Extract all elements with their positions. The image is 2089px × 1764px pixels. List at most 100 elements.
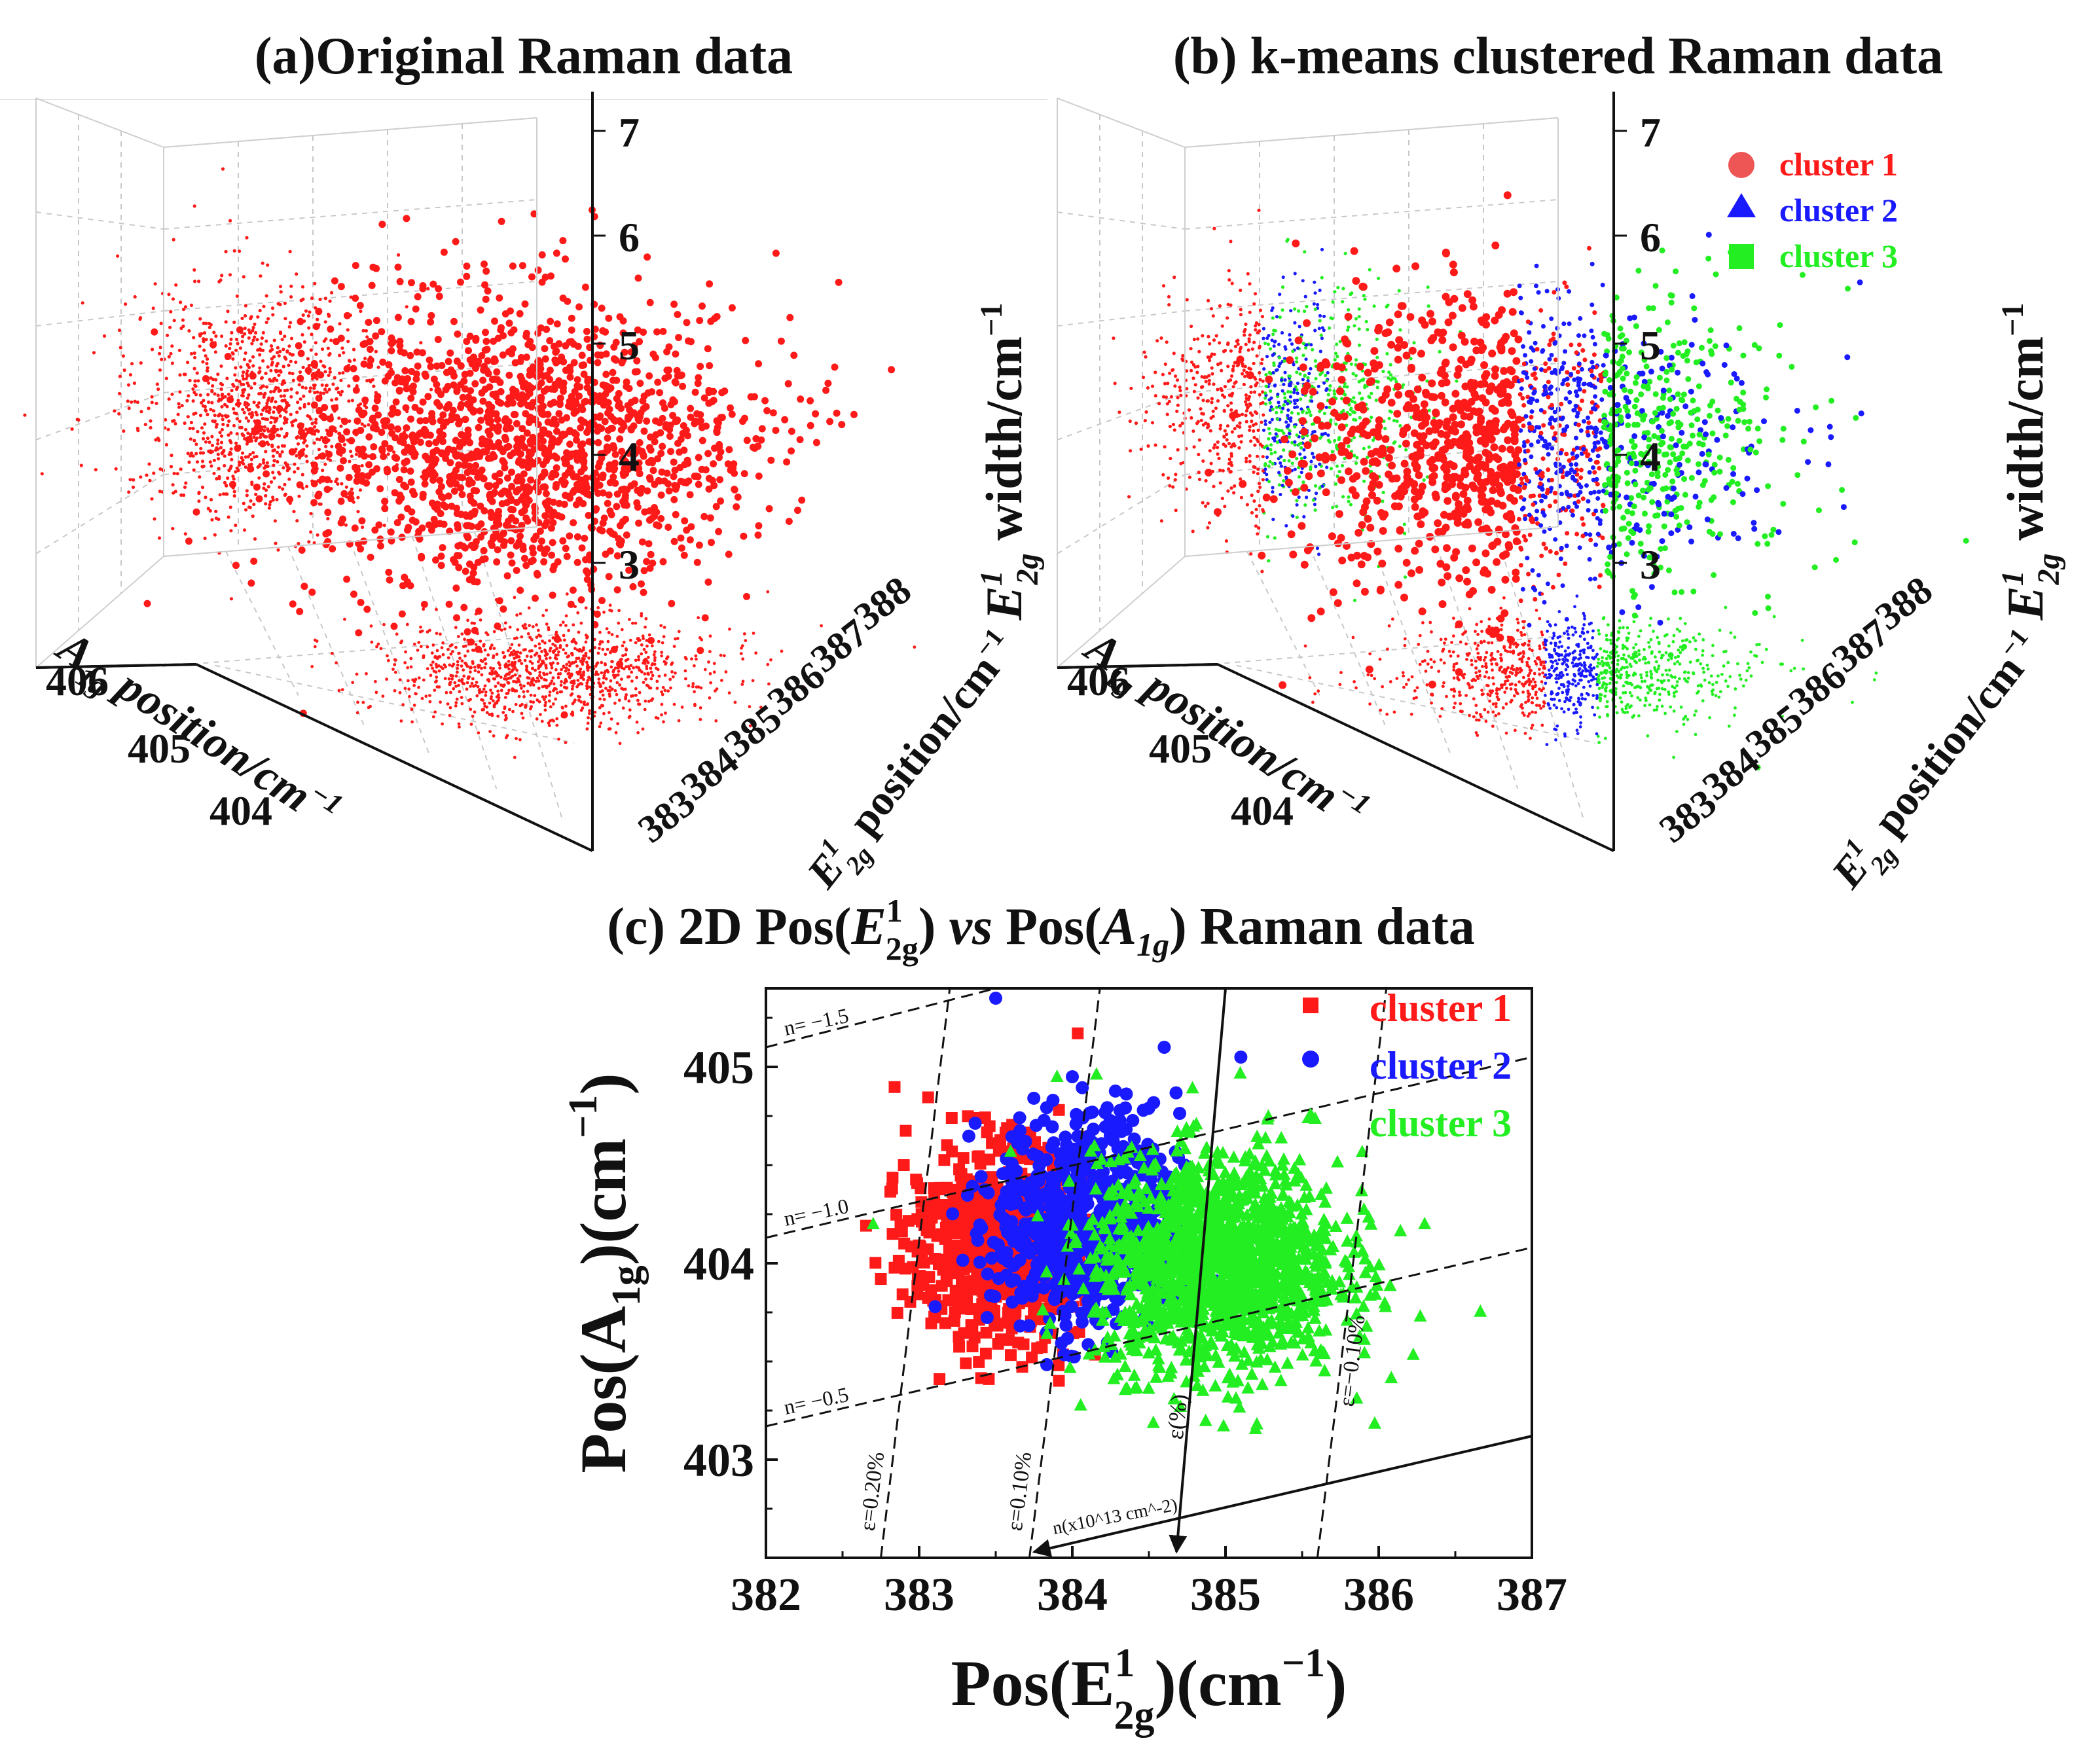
data-point [1233, 427, 1237, 431]
data-point [458, 690, 462, 694]
data-point [670, 537, 678, 545]
data-point [240, 340, 244, 344]
data-point [1299, 441, 1303, 445]
data-point [124, 302, 128, 306]
data-point [1257, 526, 1261, 530]
data-point [264, 502, 268, 506]
data-point [379, 647, 383, 651]
data-point [1179, 461, 1183, 465]
data-point [268, 378, 272, 382]
data-point [1127, 495, 1131, 499]
data-point [798, 496, 806, 504]
data-point [1223, 385, 1227, 389]
data-point [253, 322, 257, 326]
data-point [629, 583, 637, 590]
data-point [637, 702, 640, 706]
data-point [369, 453, 376, 461]
data-point [542, 672, 545, 675]
data-point [291, 372, 295, 376]
data-point [582, 397, 590, 405]
data-point [724, 460, 732, 468]
data-point [235, 417, 239, 421]
data-point [1243, 374, 1247, 378]
data-point [560, 668, 563, 672]
data-point [520, 662, 524, 665]
data-point [244, 351, 247, 355]
data-point [1355, 456, 1359, 459]
data-point [210, 435, 214, 439]
data-point [174, 283, 178, 287]
data-point [259, 435, 263, 439]
data-point [693, 410, 701, 418]
data-point [1337, 436, 1341, 440]
data-point [1234, 380, 1238, 384]
data-point [195, 460, 200, 464]
data-point [598, 630, 602, 634]
data-point [232, 320, 236, 324]
data-point [156, 387, 160, 391]
data-point [384, 468, 391, 476]
data-point [172, 319, 176, 323]
data-point [643, 662, 647, 665]
data-point [1220, 496, 1224, 501]
data-point [340, 457, 347, 465]
data-point [562, 666, 566, 669]
data-point [259, 348, 263, 352]
data-point [538, 670, 542, 674]
data-point [354, 417, 361, 425]
data-point [503, 696, 507, 699]
data-point [1205, 399, 1209, 403]
data-point [607, 631, 611, 634]
data-point [634, 687, 638, 691]
data-point [136, 429, 140, 433]
data-point [548, 639, 551, 643]
data-point [460, 632, 464, 636]
data-point [575, 496, 583, 504]
data-point [1159, 336, 1163, 340]
data-point [212, 471, 216, 475]
data-point [493, 677, 497, 681]
data-point [577, 694, 580, 698]
data-point [566, 363, 574, 371]
data-point [228, 346, 232, 351]
data-point [170, 361, 174, 365]
data-point [1226, 365, 1230, 369]
data-point [1333, 358, 1337, 362]
data-point [185, 537, 192, 545]
data-point [1299, 407, 1303, 411]
data-point [1303, 373, 1307, 378]
data-point [560, 455, 568, 463]
data-point [370, 443, 378, 451]
data-point [598, 697, 602, 701]
data-point [217, 467, 221, 471]
data-point [429, 280, 437, 288]
data-point [254, 331, 258, 335]
data-point [543, 677, 546, 681]
data-point [556, 675, 560, 679]
data-point [1271, 370, 1275, 375]
data-point [680, 706, 684, 709]
data-point [274, 400, 278, 404]
data-point [1230, 463, 1234, 467]
data-point [547, 699, 551, 703]
data-point [338, 435, 346, 443]
data-point [449, 691, 452, 694]
data-point [607, 727, 611, 731]
data-point [645, 540, 653, 548]
data-point [325, 450, 333, 458]
data-point [1255, 411, 1259, 416]
data-point [448, 706, 452, 710]
data-point [289, 284, 293, 288]
data-point [453, 681, 457, 685]
data-point [398, 691, 402, 694]
data-point [252, 435, 256, 439]
data-point [436, 402, 444, 410]
data-point [410, 708, 414, 711]
data-point [412, 642, 416, 646]
data-point [198, 414, 203, 418]
data-point [226, 476, 230, 480]
data-point [205, 361, 209, 366]
data-point [573, 436, 580, 444]
data-point [234, 348, 238, 352]
data-point [528, 384, 536, 392]
